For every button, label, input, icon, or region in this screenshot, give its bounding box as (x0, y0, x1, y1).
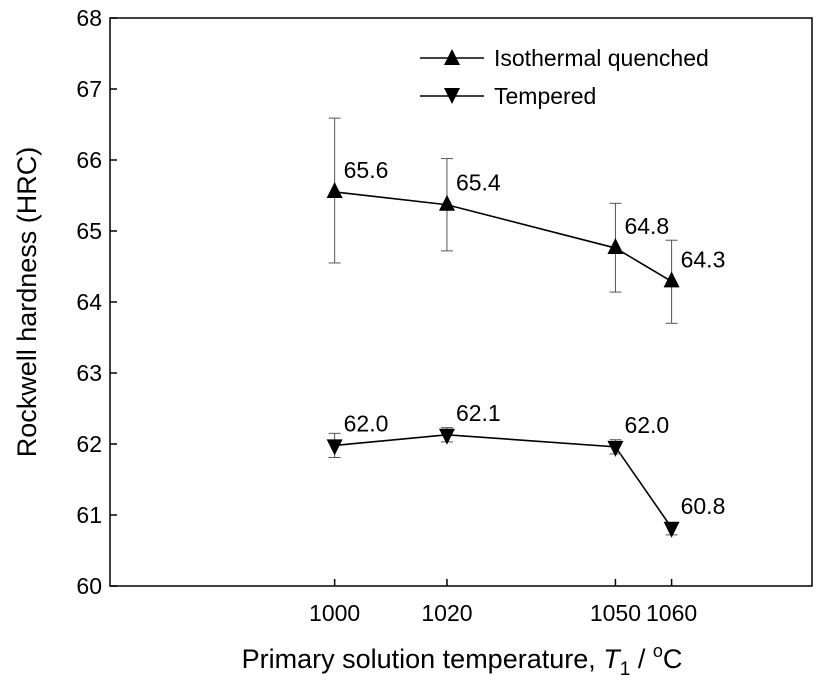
data-label: 60.8 (681, 493, 726, 519)
legend-marker-triangle-down (444, 88, 460, 104)
y-tick-label: 63 (76, 360, 102, 386)
series-layer (326, 117, 680, 538)
data-label: 62.0 (344, 410, 389, 436)
data-point-marker (438, 428, 455, 445)
data-label: 65.4 (456, 170, 501, 196)
y-tick-label: 62 (76, 431, 102, 457)
x-axis-title-variable: T (603, 644, 622, 674)
x-axis-title-degree: o (653, 641, 663, 661)
y-axis-title: Rockwell hardness (HRC) (12, 147, 42, 458)
y-tick-label: 64 (76, 289, 102, 315)
legend-label-tempered: Tempered (494, 83, 596, 109)
x-tick-label: 1050 (590, 600, 641, 626)
y-axis-ticks: 60 61 62 63 64 65 66 67 68 (76, 5, 117, 599)
data-label: 65.6 (344, 157, 389, 183)
x-axis-title-subscript: 1 (620, 659, 631, 680)
x-axis-title-separator: / (630, 644, 653, 674)
data-point-marker (607, 238, 624, 255)
y-tick-label: 61 (76, 502, 102, 528)
y-tick-label: 60 (76, 573, 102, 599)
data-point-marker (663, 271, 680, 288)
y-tick-label: 68 (76, 5, 102, 31)
series-line-isothermal (334, 191, 673, 283)
data-label-layer: 65.6 65.4 64.8 64.3 62.0 62.1 62.0 60.8 (344, 157, 726, 519)
data-label: 62.1 (456, 400, 501, 426)
data-point-marker (326, 181, 343, 198)
data-label: 64.3 (681, 246, 726, 272)
data-point-marker (607, 440, 624, 457)
legend-marker-triangle-up (444, 49, 460, 65)
x-tick-label: 1060 (646, 600, 697, 626)
x-axis-title: Primary solution temperature, T1 / oC (242, 641, 683, 680)
legend-label-isothermal: Isothermal quenched (494, 45, 709, 71)
series-line-tempered (334, 433, 673, 529)
x-axis-title-text: Primary solution temperature, (242, 644, 596, 674)
data-label: 64.8 (624, 213, 669, 239)
x-axis-title-unit: C (663, 644, 683, 674)
data-point-marker (326, 439, 343, 456)
y-tick-label: 67 (76, 76, 102, 102)
x-axis-title-space (596, 644, 604, 674)
y-tick-label: 65 (76, 218, 102, 244)
data-point-marker (663, 521, 680, 538)
x-axis-ticks: 1000 1020 1050 1060 (309, 579, 697, 626)
data-point-marker (438, 194, 455, 211)
y-tick-label: 66 (76, 147, 102, 173)
data-label: 62.0 (624, 412, 669, 438)
x-tick-label: 1000 (309, 600, 360, 626)
x-tick-label: 1020 (421, 600, 472, 626)
legend: Isothermal quenched Tempered (420, 45, 709, 109)
